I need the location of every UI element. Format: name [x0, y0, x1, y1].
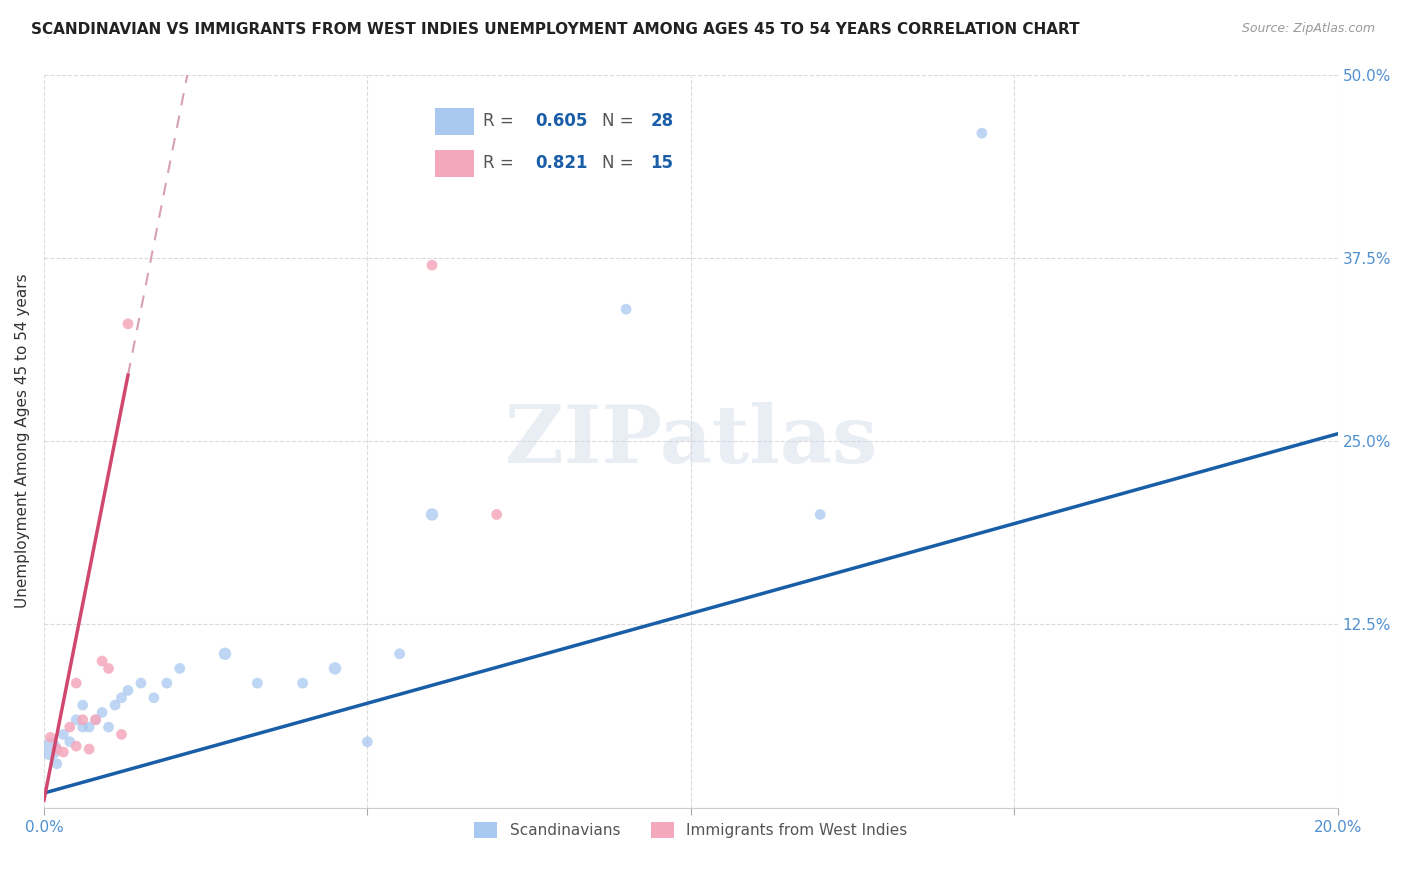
Point [142, 690, 165, 705]
Point [388, 647, 411, 661]
Text: SCANDINAVIAN VS IMMIGRANTS FROM WEST INDIES UNEMPLOYMENT AMONG AGES 45 TO 54 YEA: SCANDINAVIAN VS IMMIGRANTS FROM WEST IND… [31, 22, 1080, 37]
Point [84, 713, 107, 727]
Text: Source: ZipAtlas.com: Source: ZipAtlas.com [1241, 22, 1375, 36]
Point [72, 713, 94, 727]
Point [39, 731, 62, 745]
Point [169, 661, 191, 675]
Point [91, 706, 114, 720]
Point [110, 727, 132, 741]
Point [323, 661, 346, 675]
Text: ZIPatlas: ZIPatlas [505, 402, 877, 480]
Point [97, 720, 120, 734]
Point [77, 742, 100, 756]
Point [59, 735, 82, 749]
Point [291, 676, 314, 690]
Point [52, 727, 75, 741]
Point [77, 720, 100, 734]
Point [156, 676, 179, 690]
Point [72, 720, 94, 734]
Point [72, 698, 94, 712]
Point [45, 756, 67, 771]
Point [52, 745, 75, 759]
Point [65, 676, 87, 690]
Point [65, 713, 87, 727]
Point [214, 647, 236, 661]
Point [110, 690, 132, 705]
Point [420, 508, 443, 522]
Point [970, 126, 993, 140]
Point [614, 302, 637, 317]
Legend: Scandinavians, Immigrants from West Indies: Scandinavians, Immigrants from West Indi… [468, 816, 912, 844]
Point [356, 735, 378, 749]
Point [808, 508, 831, 522]
Point [485, 508, 508, 522]
Point [117, 317, 139, 331]
Point [59, 720, 82, 734]
Point [420, 258, 443, 272]
Point [91, 654, 114, 668]
Point [45, 742, 67, 756]
Point [39, 742, 62, 756]
Point [97, 661, 120, 675]
Point [246, 676, 269, 690]
Point [65, 739, 87, 753]
Y-axis label: Unemployment Among Ages 45 to 54 years: Unemployment Among Ages 45 to 54 years [15, 274, 30, 608]
Point [104, 698, 127, 712]
Point [117, 683, 139, 698]
Point [84, 713, 107, 727]
Point [129, 676, 152, 690]
